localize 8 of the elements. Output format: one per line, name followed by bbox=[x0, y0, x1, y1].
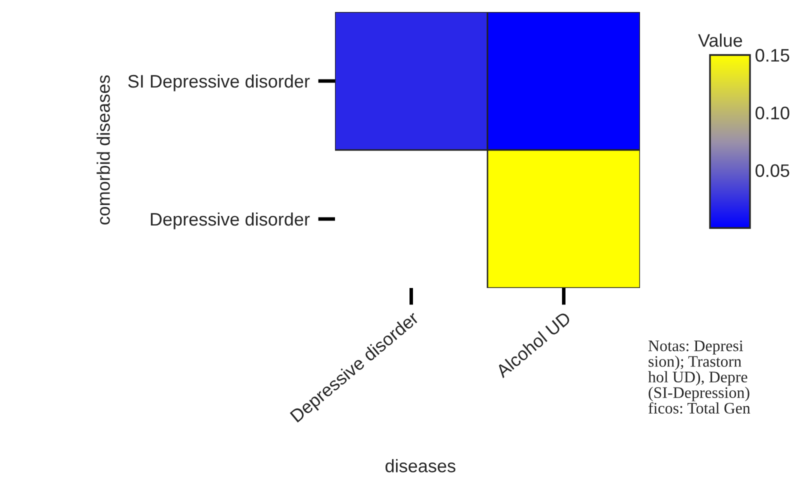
x-axis-title: diseases bbox=[386, 459, 456, 472]
color-bar-label: 0.15 bbox=[756, 48, 790, 62]
y-tick-label: SI Depressive disorder bbox=[128, 74, 310, 92]
color-bar-title: Value bbox=[698, 34, 742, 47]
y-axis-title: comorbid diseases bbox=[96, 75, 110, 224]
color-bar-label: 0.10 bbox=[756, 106, 790, 120]
color-bar-label: 0.05 bbox=[756, 164, 790, 178]
text: Notas: Depresi sion); Trastorn hol UD), Depre (SI-Depression) ficos: Total Gen bbox=[648, 340, 750, 414]
